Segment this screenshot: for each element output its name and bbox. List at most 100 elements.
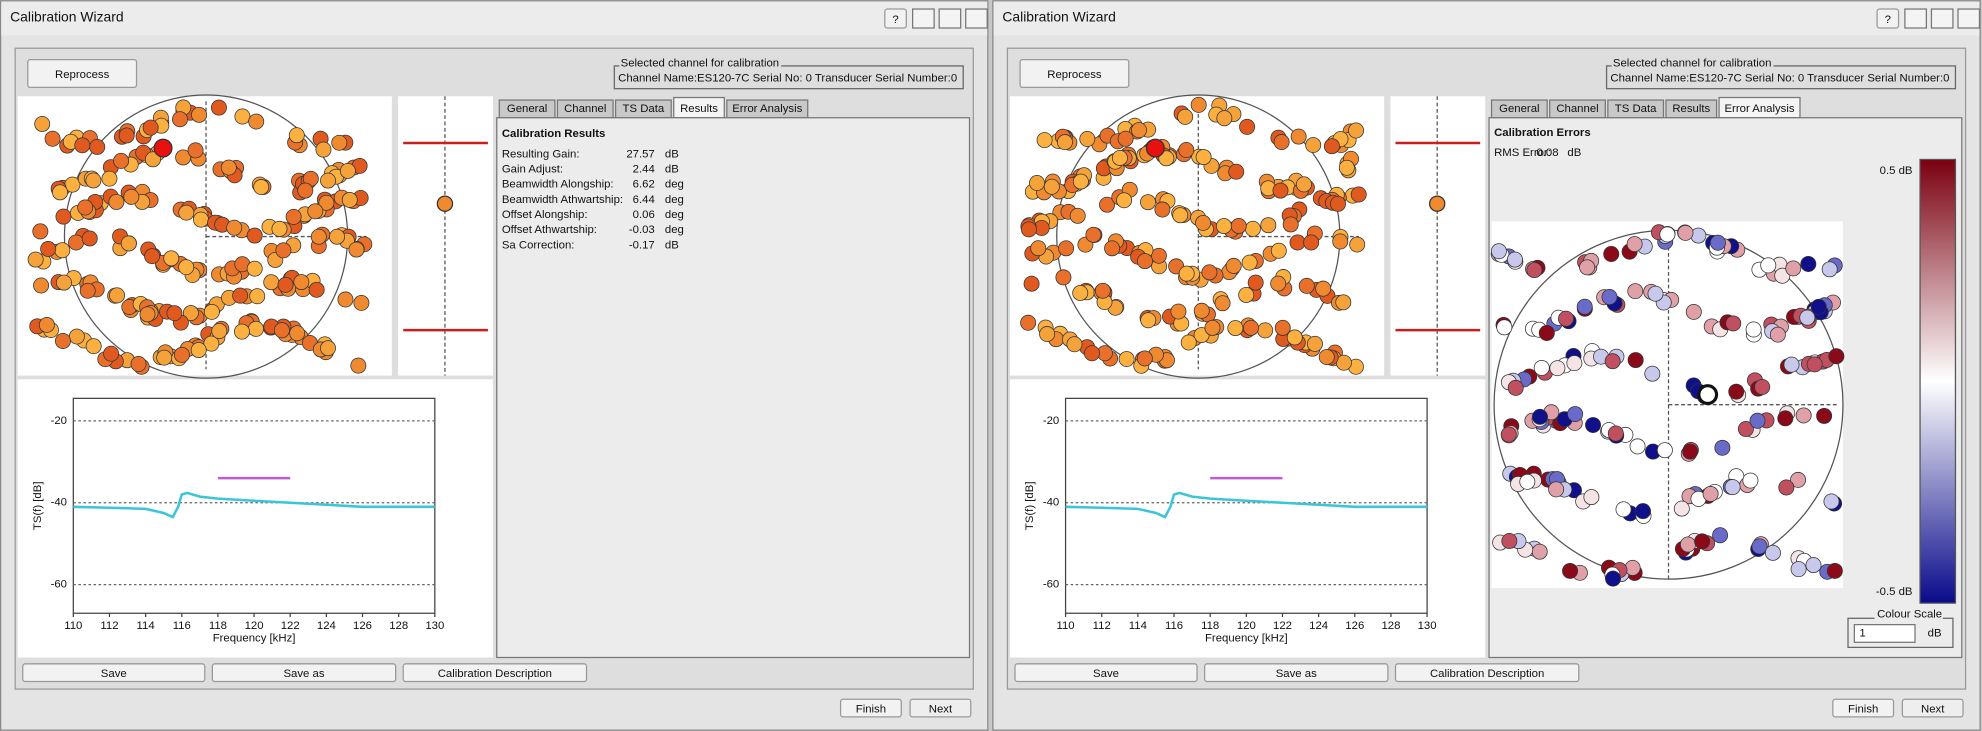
reprocess-button[interactable] [1019, 58, 1130, 89]
scatter-dot [1238, 287, 1255, 303]
scatter-dot [1790, 561, 1807, 578]
scatter-dot [1104, 240, 1121, 257]
reprocess-button-label[interactable]: Reprocess [55, 69, 110, 81]
scatter-dot [68, 234, 85, 251]
scatter-dot [1605, 570, 1621, 587]
scatter-dot [1023, 275, 1040, 292]
y-tick-label: -40 [1043, 497, 1059, 509]
scatter-dot [1627, 352, 1644, 369]
tab-label[interactable]: General [507, 103, 547, 115]
action-button[interactable] [1394, 663, 1580, 683]
channel-group [613, 65, 964, 90]
action-button[interactable] [22, 663, 206, 683]
scatter-dot [1270, 242, 1287, 259]
scatter-dot [1549, 360, 1566, 377]
scatter-dot [33, 277, 50, 294]
scatter-dot [1702, 485, 1719, 502]
help-button[interactable] [1876, 8, 1900, 29]
chart-area [17, 379, 493, 658]
tab-label[interactable]: Results [680, 103, 718, 115]
reprocess-button[interactable] [27, 58, 138, 89]
finish-button-label[interactable]: Finish [1848, 703, 1878, 715]
scale-min: -0.5 dB [1876, 586, 1913, 598]
action-button[interactable] [1203, 663, 1389, 683]
scatter-dot [1118, 351, 1135, 368]
window-control[interactable] [1930, 8, 1954, 29]
window-control[interactable] [965, 8, 988, 29]
help-button-label[interactable]: ? [1885, 14, 1891, 26]
action-button-label[interactable]: Calibration Description [1430, 668, 1544, 680]
scatter-dot [1228, 163, 1245, 180]
tab-label[interactable]: General [1499, 103, 1539, 115]
action-button-label[interactable]: Save as [283, 668, 324, 680]
tab-label[interactable]: Results [1672, 103, 1710, 115]
scatter-dot [288, 127, 305, 144]
help-button[interactable] [884, 8, 907, 29]
tab-label[interactable]: Error Analysis [732, 103, 802, 115]
x-tick-label: 118 [1201, 620, 1219, 632]
scatter-dot [1821, 261, 1838, 278]
scatter-dot [1728, 383, 1745, 400]
finish-button[interactable] [1832, 698, 1895, 718]
scatter-dot [1694, 533, 1711, 550]
result-label: Beamwidth Athwartship: [502, 194, 623, 206]
scatter-dot [1323, 138, 1340, 155]
scatter-dot [1745, 321, 1762, 338]
scatter-dot [1172, 207, 1189, 224]
colour-scale-value[interactable]: 1 [1859, 627, 1865, 639]
scatter-dot [139, 306, 156, 323]
scatter-dot [1576, 298, 1593, 315]
result-value: 0.06 [633, 209, 655, 221]
x-axis-label: Frequency [kHz] [1205, 633, 1288, 645]
next-button-label[interactable]: Next [1921, 703, 1945, 715]
scatter-dot [297, 182, 314, 199]
colour-scale-input[interactable] [1853, 623, 1916, 643]
next-button[interactable] [1901, 698, 1964, 718]
result-unit: deg [665, 224, 684, 236]
scatter-dot [1677, 224, 1694, 241]
help-button-label[interactable]: ? [892, 14, 898, 26]
window-control[interactable] [938, 8, 962, 29]
scatter-dot [1056, 134, 1073, 151]
action-button-label[interactable]: Save as [1276, 668, 1317, 680]
scatter-dot [54, 242, 71, 259]
reprocess-button-label[interactable]: Reprocess [1047, 69, 1102, 81]
result-label: Gain Adjust: [502, 164, 563, 176]
window-control[interactable] [1957, 8, 1981, 29]
result-value: -0.17 [629, 239, 655, 251]
x-tick-label: 126 [353, 620, 372, 632]
scatter-dot [1084, 345, 1100, 362]
scatter-dot [203, 303, 220, 320]
tab-label[interactable]: TS Data [623, 103, 665, 115]
action-button-label[interactable]: Save [1093, 668, 1119, 680]
scatter-dot [190, 342, 207, 359]
scatter-dot [77, 199, 94, 216]
scatter-dot [1785, 260, 1802, 277]
tab-label[interactable]: TS Data [1615, 103, 1657, 115]
x-tick-label: 114 [137, 620, 155, 632]
result-label: Offset Alongship: [502, 209, 588, 221]
finish-button-label[interactable]: Finish [856, 703, 886, 715]
action-button[interactable] [402, 663, 588, 683]
next-button[interactable] [909, 698, 972, 718]
tab-label[interactable]: Channel [564, 103, 606, 115]
next-button-label[interactable]: Next [929, 703, 953, 715]
series-line [73, 491, 435, 519]
action-button-label[interactable]: Calibration Description [438, 668, 552, 680]
scatter-dot [1140, 312, 1157, 329]
tab-label[interactable]: Channel [1556, 103, 1598, 115]
action-button[interactable] [1014, 663, 1198, 683]
action-button-label[interactable]: Save [101, 668, 127, 680]
window-control[interactable] [911, 8, 935, 29]
finish-button[interactable] [839, 698, 902, 718]
scatter-dot [1566, 355, 1583, 372]
action-button[interactable] [211, 663, 397, 683]
scatter-dot [1305, 137, 1322, 154]
window-control[interactable] [1904, 8, 1928, 29]
scatter-dot [1030, 240, 1047, 257]
result-label: Resulting Gain: [502, 148, 580, 160]
scatter-dot [1282, 216, 1299, 233]
scatter-dot [1532, 408, 1548, 425]
scatter-dot [315, 141, 332, 158]
tab-label[interactable]: Error Analysis [1724, 103, 1794, 115]
